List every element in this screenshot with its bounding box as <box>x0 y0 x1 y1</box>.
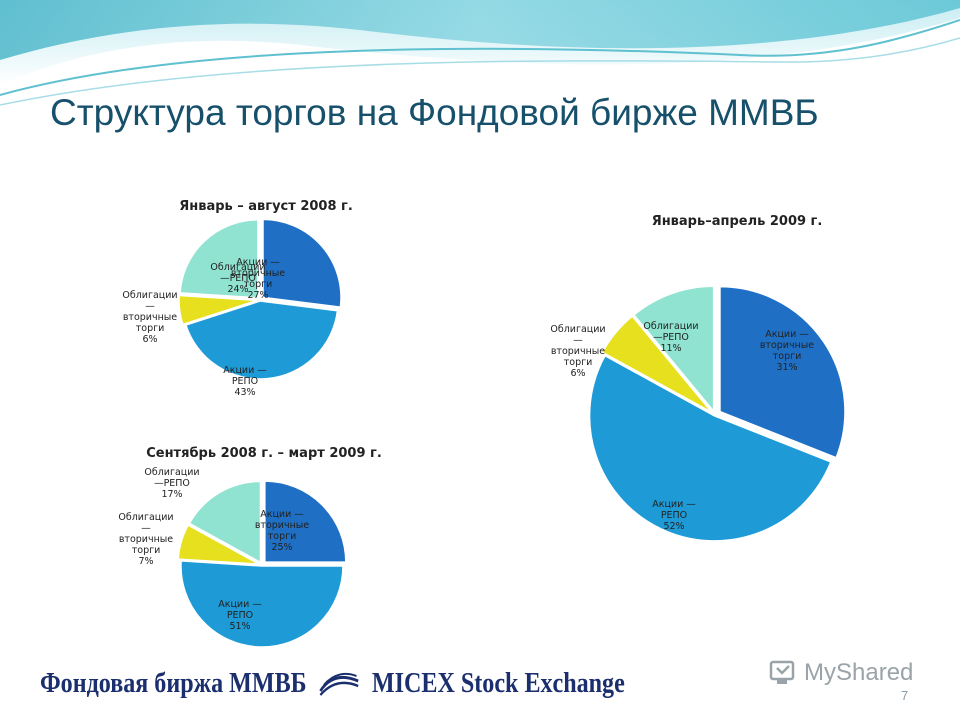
pie-slice-bonds-repo <box>179 219 259 299</box>
pie-slice-bonds-secondary <box>178 294 258 326</box>
pie-chart-jan-aug-2008: Январь – август 2008 г. Акции — вторичные т… <box>122 199 353 398</box>
pie-chart-jan-apr-2009: Январь–апрель 2009 г. Акции — вторичные тор… <box>550 214 846 542</box>
slide-number: 7 <box>901 688 909 703</box>
pie-slice-bonds-secondary <box>177 524 260 565</box>
slice-label-bonds-repo: Облигации —РЕПО 17% <box>144 467 199 500</box>
page-title: Структура торгов на Фондовой бирже ММВБ <box>50 92 819 133</box>
watermark-text: MyShared <box>804 659 914 686</box>
chart-title: Январь–апрель 2009 г. <box>652 214 823 229</box>
slice-label-stocks-repo: Акции — РЕПО 51% <box>218 599 262 632</box>
slice-label-stocks-secondary: Акции — вторичные торги 25% <box>255 509 309 553</box>
slice-label-bonds-secondary: Облигации — вторичные торги 6% <box>122 290 177 345</box>
slice-label-stocks-repo: Акции — РЕПО 52% <box>652 499 696 532</box>
slice-label-bonds-repo: Облигации —РЕПО 11% <box>643 321 698 354</box>
chart-title: Сентябрь 2008 г. – март 2009 г. <box>146 446 382 461</box>
slice-label-bonds-secondary: Облигации — вторичные торги 6% <box>550 324 605 379</box>
pie-slice-stocks-repo <box>180 560 344 648</box>
footer-brand: Фондовая биржа ММВБ MICEX Stock Exchange <box>40 668 625 700</box>
footer-brand-en: MICEX Stock Exchange <box>371 668 625 699</box>
myshared-icon <box>769 660 795 684</box>
pie-chart-sep2008-mar2009: Сентябрь 2008 г. – март 2009 г. Акции — вт… <box>118 446 382 648</box>
slice-label-bonds-repo: Облигации —РЕПО 24% <box>210 262 265 295</box>
pie-slice-stocks-secondary <box>262 218 342 308</box>
slice-label-stocks-secondary: Акции — вторичные торги 31% <box>760 329 814 373</box>
pie-slice-stocks-repo <box>184 300 339 380</box>
pie-slice-stocks-secondary <box>264 480 347 563</box>
chart-title: Январь – август 2008 г. <box>179 199 353 214</box>
pie-slice-bonds-secondary <box>601 315 713 414</box>
pie-slice-stocks-secondary <box>719 285 846 459</box>
watermark: MyShared <box>768 658 913 688</box>
slice-label-stocks-repo: Акции — РЕПО 43% <box>223 365 267 398</box>
slice-label-bonds-secondary: Облигации — вторичные торги 7% <box>118 512 173 567</box>
footer-brand-ru: Фондовая биржа ММВБ <box>40 668 307 699</box>
pie-slice-stocks-repo <box>588 354 832 542</box>
micex-logo-icon <box>319 672 359 696</box>
pie-slice-bonds-repo <box>188 480 262 564</box>
pie-slice-bonds-repo <box>632 285 715 414</box>
slice-label-stocks-secondary: Акции — вторичные торги 27% <box>231 257 285 301</box>
